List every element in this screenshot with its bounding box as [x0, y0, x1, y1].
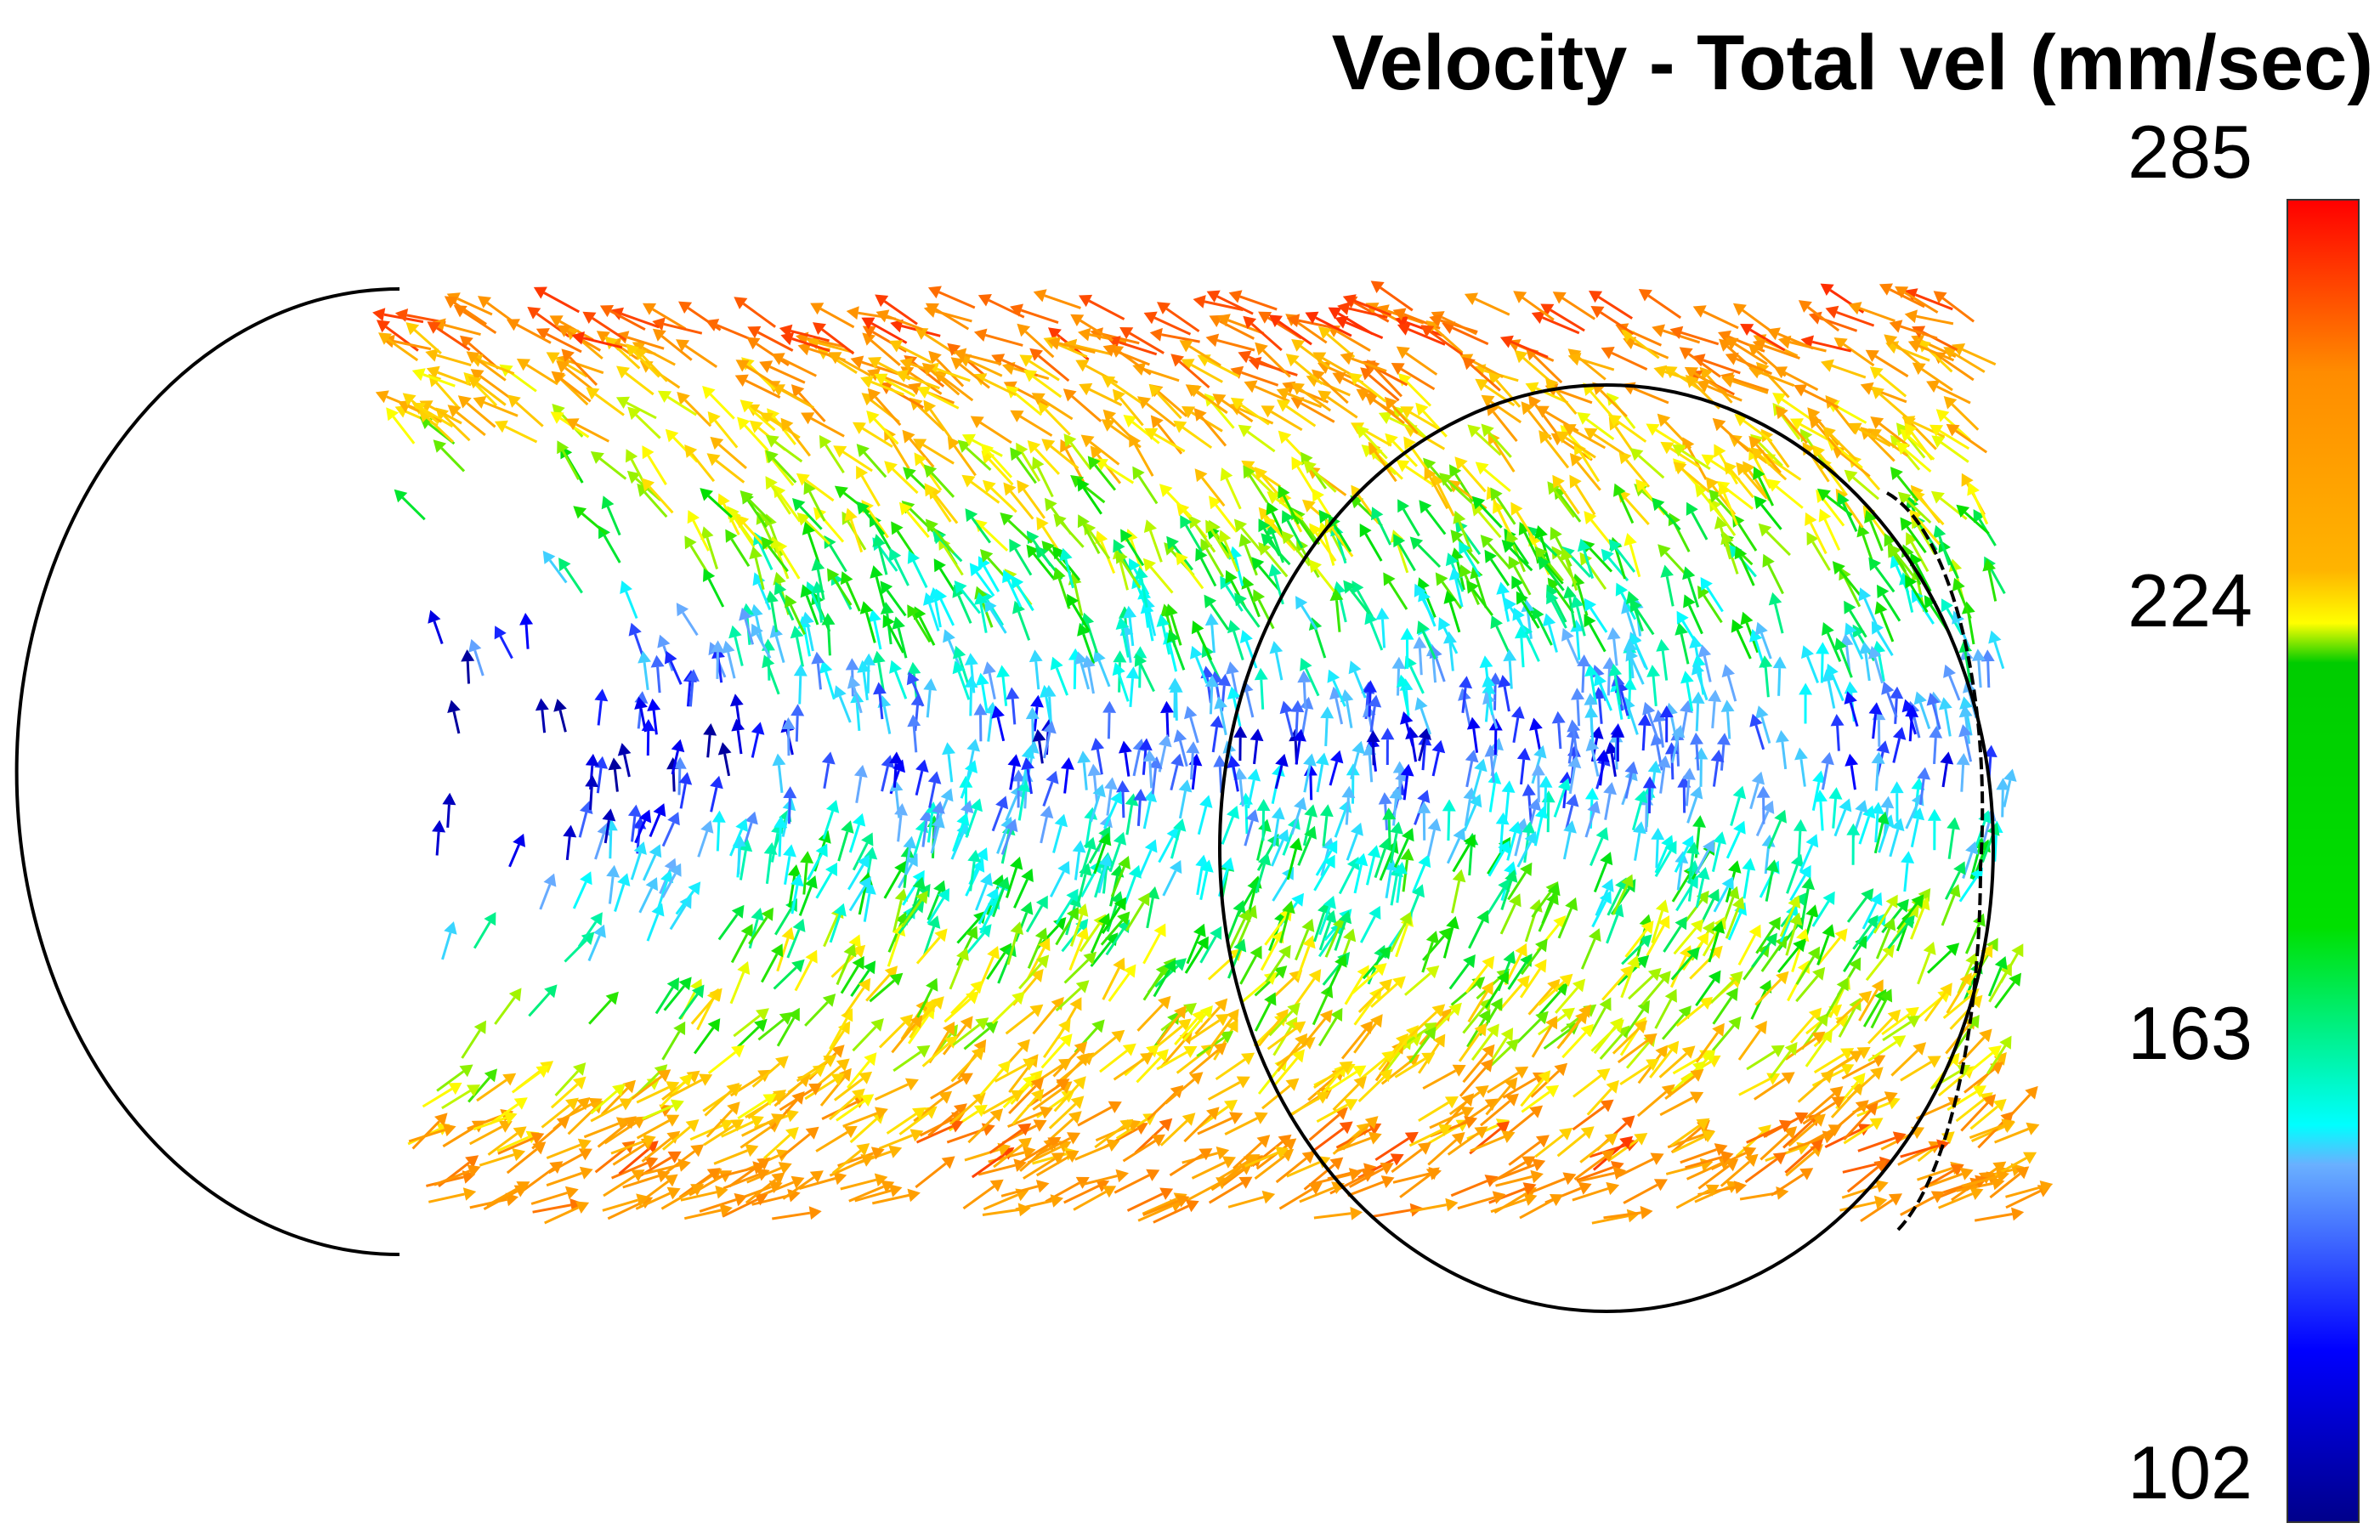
- cylinder-cross-section: [1218, 383, 1995, 1313]
- colorbar: [2286, 199, 2360, 1523]
- cylinder-left-end: [14, 287, 400, 1256]
- chart-title: Velocity - Total vel (mm/sec): [1331, 20, 2373, 106]
- colorbar-min-label: 102: [2128, 1430, 2252, 1515]
- colorbar-max-label: 285: [2128, 110, 2252, 194]
- cylinder-outline: [14, 287, 1995, 1313]
- colorbar-tick-label: 224: [2128, 558, 2252, 643]
- velocity-arrows-field: [372, 280, 2054, 1225]
- colorbar-tick-label: 163: [2128, 991, 2252, 1075]
- cylinder-right-end: [1886, 491, 1985, 1234]
